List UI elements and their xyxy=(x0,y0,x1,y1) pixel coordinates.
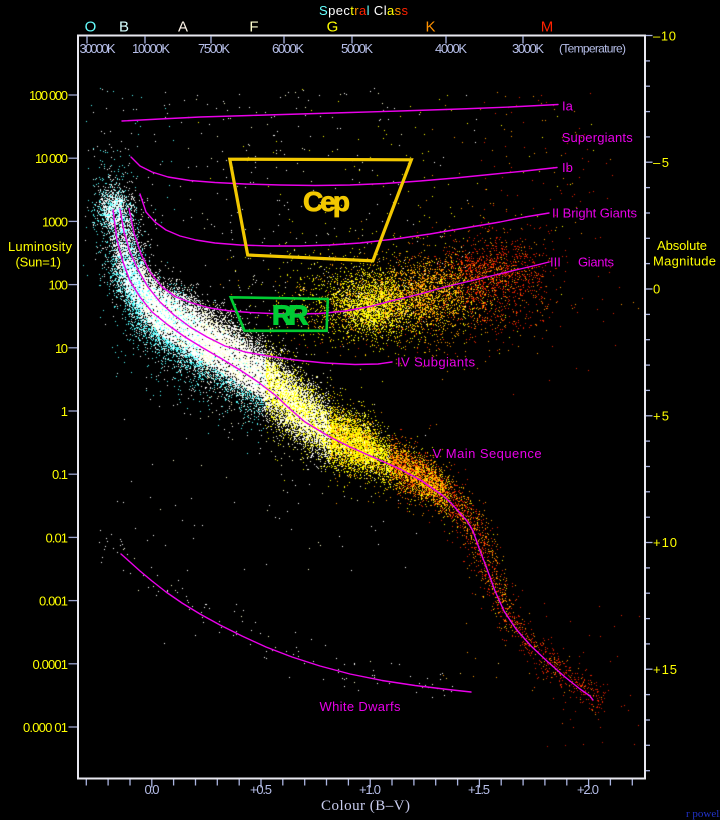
svg-text:+0.5: +0.5 xyxy=(250,782,272,797)
svg-text:+15: +15 xyxy=(653,662,677,677)
svg-text:M: M xyxy=(541,19,554,36)
svg-text:V Main Sequence: V Main Sequence xyxy=(433,446,542,461)
svg-text:Supergiants: Supergiants xyxy=(562,130,634,145)
svg-text:Luminosity: Luminosity xyxy=(8,239,73,254)
svg-text:+1.5: +1.5 xyxy=(468,782,490,797)
svg-text:F: F xyxy=(249,19,258,36)
svg-text:r powell: r powell xyxy=(686,808,720,820)
svg-text:Giants: Giants xyxy=(578,255,615,270)
svg-text:6000K: 6000K xyxy=(272,41,304,56)
svg-text:0: 0 xyxy=(653,282,660,297)
svg-text:Spectral Class: Spectral Class xyxy=(319,3,409,18)
svg-text:3000K: 3000K xyxy=(512,41,544,56)
svg-text:Cep: Cep xyxy=(303,186,350,217)
svg-text:III: III xyxy=(550,255,561,270)
svg-text:1: 1 xyxy=(61,404,68,419)
svg-text:4000K: 4000K xyxy=(435,41,467,56)
svg-text:–10: –10 xyxy=(653,29,676,44)
svg-text:Absolute: Absolute xyxy=(657,238,707,253)
svg-text:Ia: Ia xyxy=(562,99,574,114)
svg-text:B: B xyxy=(119,19,129,36)
svg-text:0.1: 0.1 xyxy=(52,467,68,482)
svg-text:Magnitude: Magnitude xyxy=(653,254,716,269)
svg-text:0.01: 0.01 xyxy=(46,530,69,545)
svg-text:10: 10 xyxy=(55,341,68,356)
svg-text:–5: –5 xyxy=(653,155,669,170)
svg-text:+10: +10 xyxy=(653,535,677,550)
svg-text:0.0001: 0.0001 xyxy=(33,657,69,672)
svg-text:10000K: 10000K xyxy=(132,41,170,56)
svg-text:II Bright Giants: II Bright Giants xyxy=(552,206,638,221)
svg-text:100: 100 xyxy=(49,278,69,293)
svg-text:G: G xyxy=(327,19,339,36)
svg-text:30000K: 30000K xyxy=(80,41,116,56)
svg-text:0.001: 0.001 xyxy=(39,594,68,609)
svg-text:100 000: 100 000 xyxy=(29,88,68,103)
svg-text:Ib: Ib xyxy=(562,160,573,175)
svg-text:+1.0: +1.0 xyxy=(359,782,381,797)
svg-text:IV Subgiants: IV Subgiants xyxy=(397,355,476,370)
svg-text:(Temperature): (Temperature) xyxy=(559,42,626,56)
svg-text:White Dwarfs: White Dwarfs xyxy=(320,699,402,714)
svg-text:7500K: 7500K xyxy=(198,41,230,56)
svg-text:(Sun=1): (Sun=1) xyxy=(16,255,62,270)
svg-text:+2.0: +2.0 xyxy=(577,782,599,797)
svg-text:Colour (B–V): Colour (B–V) xyxy=(321,798,410,814)
svg-text:0.000 01: 0.000 01 xyxy=(23,720,68,735)
svg-text:0.0: 0.0 xyxy=(145,782,160,797)
svg-text:1000: 1000 xyxy=(42,214,68,229)
svg-text:10 000: 10 000 xyxy=(35,151,68,166)
svg-text:RR: RR xyxy=(272,300,309,331)
svg-text:K: K xyxy=(425,19,435,36)
svg-text:A: A xyxy=(178,19,188,36)
svg-text:5000K: 5000K xyxy=(341,41,373,56)
svg-text:O: O xyxy=(85,19,97,36)
svg-text:+5: +5 xyxy=(653,408,669,423)
